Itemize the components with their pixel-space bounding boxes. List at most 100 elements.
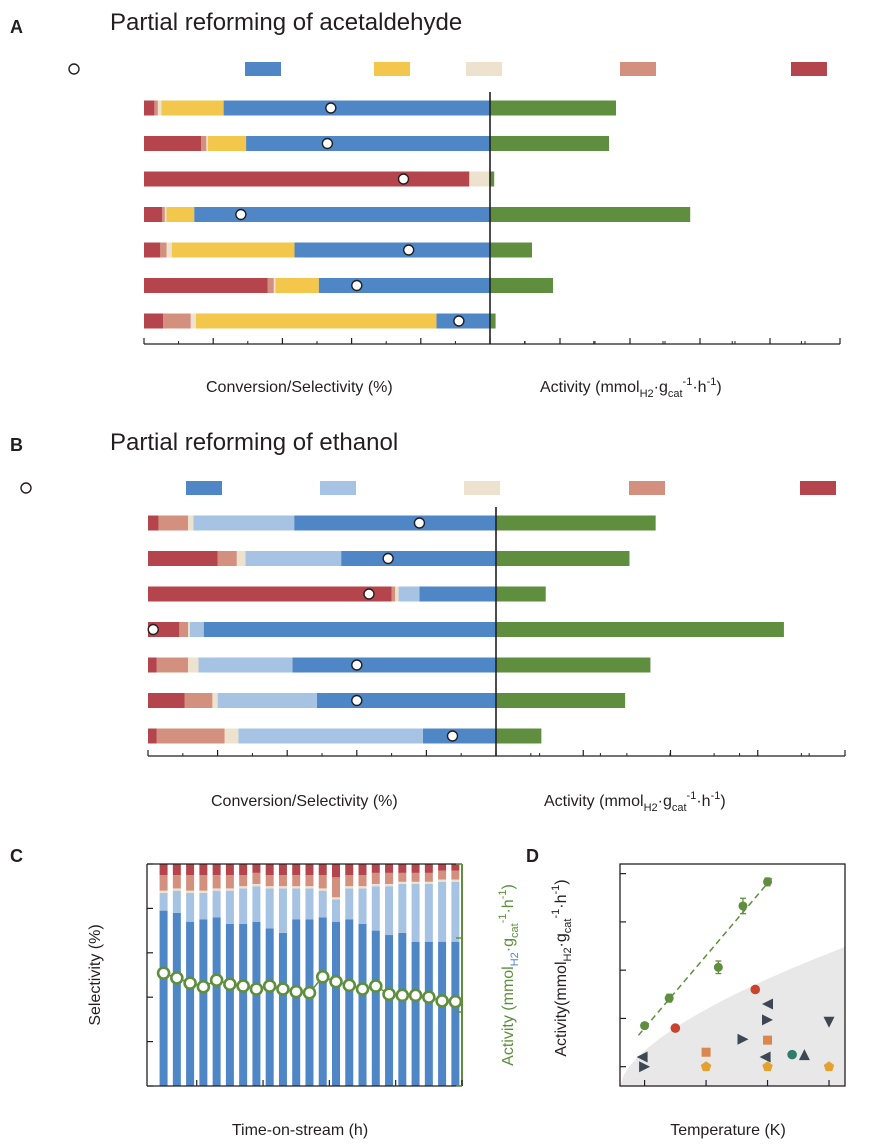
stability-segment-c1 bbox=[332, 864, 340, 878]
literature-point-tri-left bbox=[636, 1051, 648, 1063]
b-act-end: ·h bbox=[696, 793, 710, 810]
panel-d-label: D bbox=[526, 846, 539, 866]
selectivity-segment-ethene bbox=[391, 586, 396, 602]
d-y-close: ) bbox=[553, 879, 570, 884]
literature-point-circle bbox=[670, 1023, 681, 1033]
stability-segment-acetic bbox=[345, 919, 354, 1086]
stability-segment-ethene bbox=[225, 875, 234, 889]
activity-point bbox=[382, 987, 396, 1002]
selectivity-segment-ethanol bbox=[161, 100, 224, 116]
stability-segment-c1 bbox=[239, 864, 248, 876]
stability-segment-other bbox=[358, 886, 367, 889]
activity-point bbox=[395, 988, 410, 1003]
activity-point bbox=[249, 982, 264, 996]
selectivity-segment-other bbox=[212, 693, 218, 708]
selectivity-segment-other bbox=[166, 242, 172, 258]
activity-point bbox=[236, 979, 250, 993]
selectivity-segment-ethanol bbox=[208, 136, 247, 151]
panel-b: B Partial reforming of ethanol Conversio… bbox=[10, 429, 846, 814]
stability-segment-c1 bbox=[424, 864, 433, 873]
stability-segment-ethene bbox=[332, 877, 340, 898]
d-y-end: ·h bbox=[553, 895, 570, 909]
selectivity-segment-ethene bbox=[160, 242, 167, 258]
selectivity-segment-other bbox=[469, 171, 490, 187]
stability-segment-acetaldehyde bbox=[212, 890, 221, 918]
b-act-mid: ·g bbox=[658, 793, 672, 810]
stability-segment-acetaldehyde bbox=[358, 888, 367, 924]
c-act-end: ·h bbox=[500, 899, 517, 913]
activity-point bbox=[315, 970, 330, 984]
legend-marker-conv bbox=[68, 63, 80, 75]
d-y-sup2: -1 bbox=[550, 885, 562, 895]
stability-segment-other bbox=[385, 883, 394, 887]
activity-bar bbox=[490, 136, 609, 151]
legend-swatch-ethene bbox=[629, 481, 665, 495]
selectivity-segment-ethene bbox=[161, 207, 165, 222]
selectivity-segment-acetaldehyde bbox=[189, 622, 204, 637]
stability-segment-acetaldehyde bbox=[371, 886, 380, 931]
activity-point bbox=[422, 990, 436, 1005]
stability-segment-acetaldehyde bbox=[225, 890, 234, 924]
stability-segment-ethene bbox=[424, 872, 433, 882]
conversion-point bbox=[235, 208, 247, 221]
d-y-sup: -1 bbox=[550, 909, 562, 919]
stability-segment-other bbox=[345, 886, 354, 889]
literature-point-pentagon bbox=[700, 1061, 712, 1072]
conversion-point bbox=[147, 623, 159, 636]
c-act-main: Activity (mmol bbox=[500, 966, 517, 1066]
stability-segment-acetic bbox=[199, 919, 208, 1086]
stability-segment-c1 bbox=[199, 864, 208, 876]
literature-point-tri-right bbox=[737, 1033, 749, 1045]
stability-segment-acetic bbox=[318, 917, 327, 1086]
selectivity-segment-acetic bbox=[341, 551, 496, 566]
literature-point-pentagon bbox=[762, 1061, 773, 1072]
stability-segment-ethene bbox=[371, 872, 380, 884]
stability-segment-ethene bbox=[358, 875, 367, 887]
panel-a-right-axis-label: Activity (mmolH2·gcat-1·h-1) bbox=[540, 376, 722, 400]
b-act-sup: -1 bbox=[687, 790, 697, 802]
activity-point bbox=[223, 977, 237, 992]
stability-segment-acetic bbox=[398, 932, 407, 1086]
conversion-point bbox=[397, 173, 410, 185]
stability-segment-other bbox=[305, 886, 314, 889]
stability-segment-acetaldehyde bbox=[438, 881, 447, 942]
activity-point bbox=[329, 974, 343, 989]
literature-point-tri-left bbox=[762, 998, 773, 1010]
selectivity-segment-c1 bbox=[148, 693, 185, 708]
stability-segment-other bbox=[411, 881, 420, 884]
stability-segment-other bbox=[252, 883, 261, 887]
stability-segment-c1 bbox=[252, 864, 261, 873]
d-y-main: Activity(mmol bbox=[553, 962, 570, 1057]
stability-segment-acetic bbox=[172, 912, 181, 1086]
literature-point-tri-right bbox=[639, 1061, 651, 1073]
selectivity-segment-c1 bbox=[148, 586, 392, 602]
selectivity-segment-other bbox=[236, 551, 246, 566]
stability-segment-acetic bbox=[265, 928, 274, 1086]
stability-segment-acetaldehyde bbox=[278, 888, 287, 933]
literature-point-square bbox=[701, 1047, 711, 1057]
stability-segment-c1 bbox=[212, 864, 221, 876]
stability-segment-other bbox=[371, 883, 380, 887]
stability-segment-c1 bbox=[398, 864, 407, 873]
activity-bar bbox=[490, 207, 691, 222]
this-work-point bbox=[738, 901, 748, 911]
stability-segment-acetic bbox=[424, 941, 433, 1086]
stability-segment-other bbox=[398, 881, 407, 884]
panel-c-label: C bbox=[10, 846, 23, 866]
selectivity-segment-acetic bbox=[294, 515, 496, 531]
c-act-sup: -1 bbox=[497, 914, 509, 924]
panel-b-bars bbox=[147, 515, 784, 744]
stability-segment-acetic bbox=[411, 941, 420, 1086]
stability-segment-ethene bbox=[398, 872, 407, 882]
stability-segment-c1 bbox=[159, 864, 168, 876]
stability-segment-other bbox=[239, 886, 248, 889]
stability-segment-acetaldehyde bbox=[305, 888, 314, 920]
selectivity-segment-ethanol bbox=[166, 207, 195, 222]
stability-segment-c1 bbox=[318, 864, 327, 876]
this-work-point bbox=[763, 877, 773, 887]
legend-swatch-ethene bbox=[620, 62, 656, 76]
stability-segment-c1 bbox=[265, 864, 274, 876]
stability-segment-acetic bbox=[252, 921, 261, 1086]
selectivity-segment-acetic bbox=[194, 207, 491, 222]
stability-segment-c1 bbox=[371, 864, 380, 873]
